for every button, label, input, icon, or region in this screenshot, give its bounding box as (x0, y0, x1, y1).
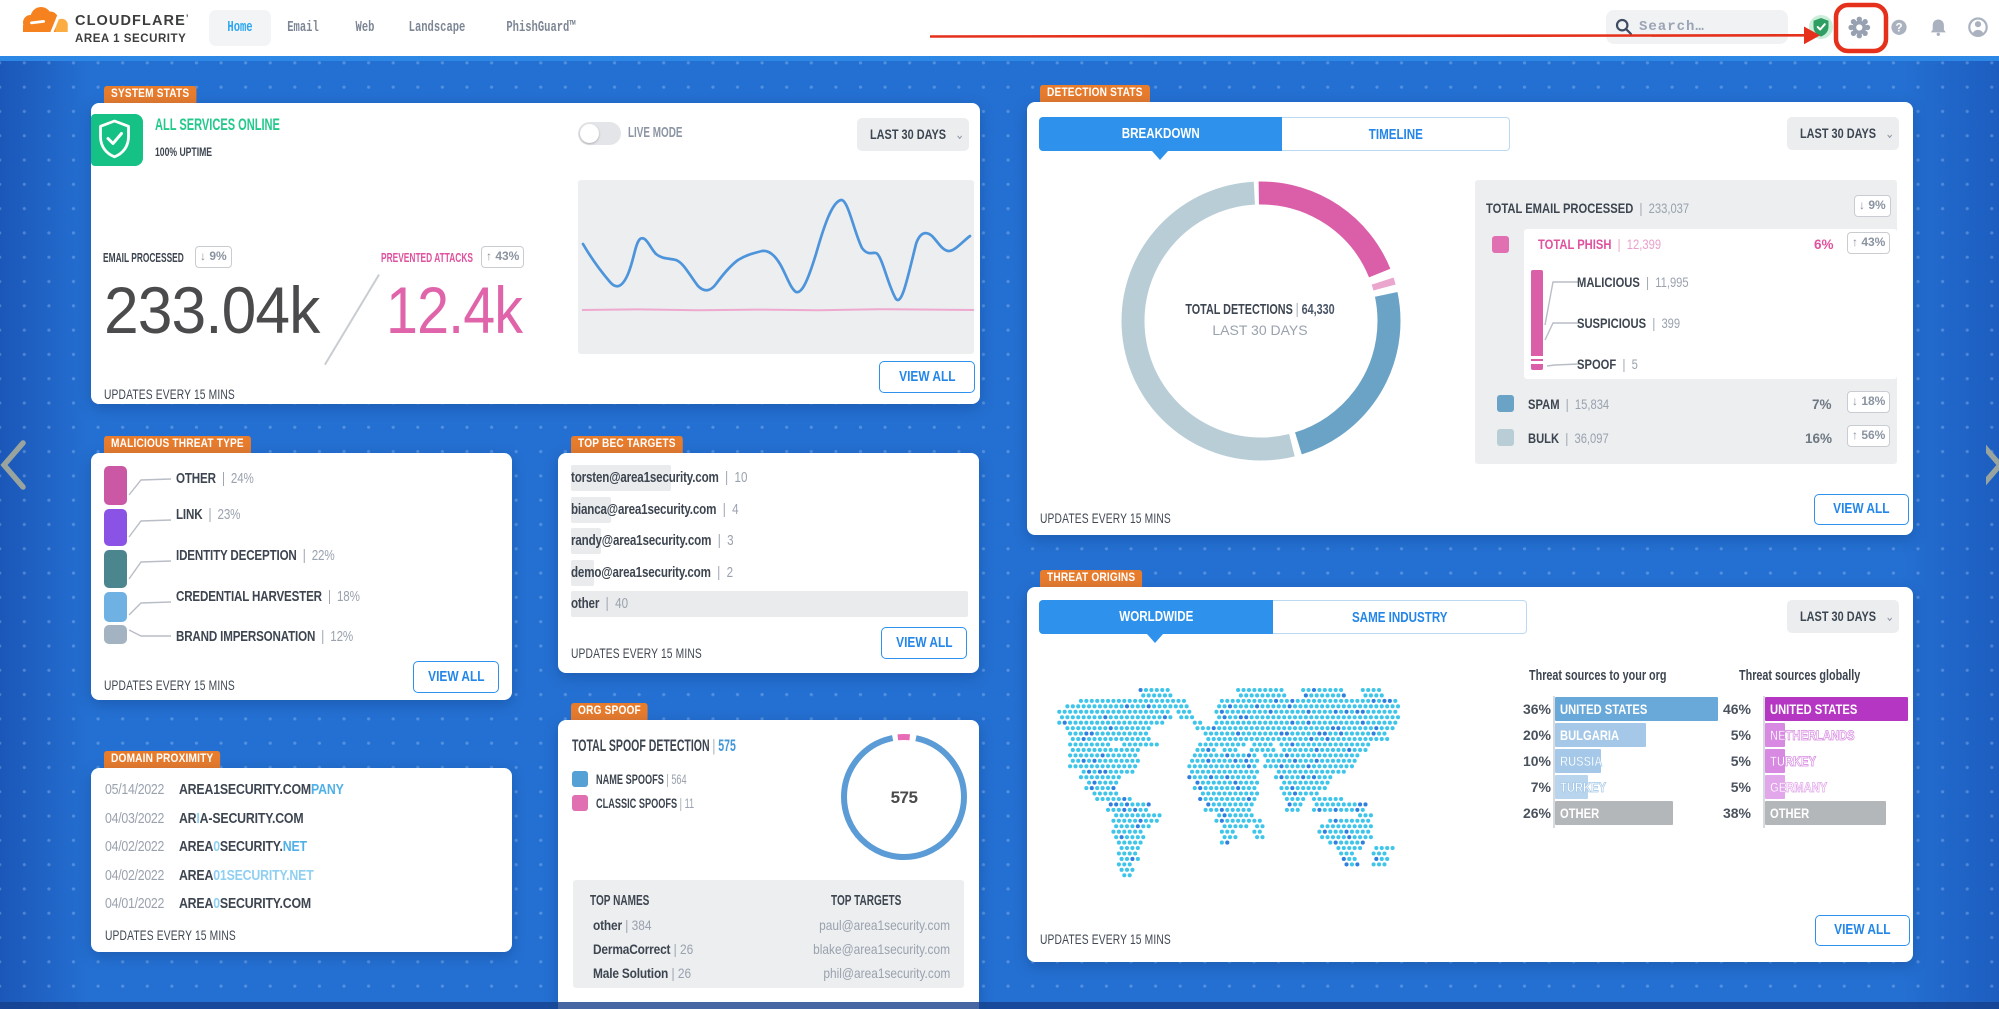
svg-text:575: 575 (891, 788, 918, 807)
svg-text:?: ? (1895, 23, 1902, 35)
